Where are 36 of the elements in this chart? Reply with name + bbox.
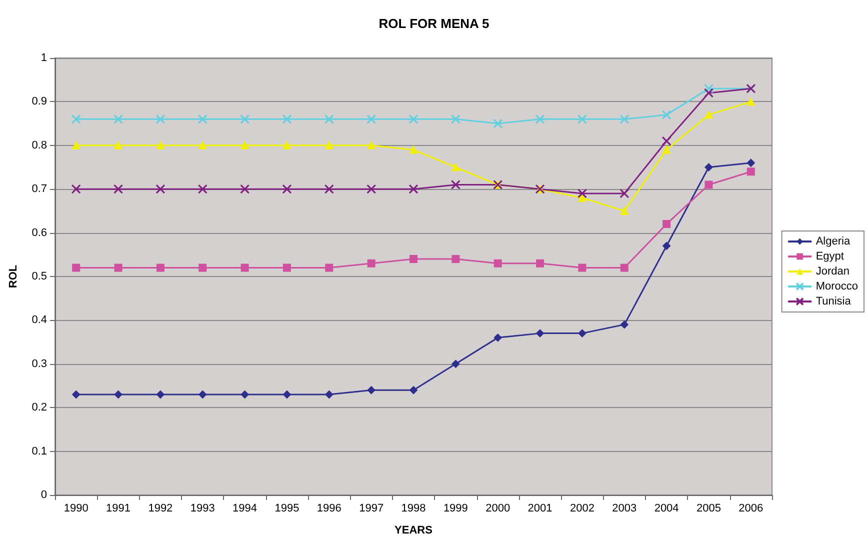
y-tick-label: 0.8 (32, 139, 47, 152)
y-tick-label: 0.6 (32, 226, 47, 239)
y-tick-label: 0.1 (32, 445, 47, 458)
x-tick-label: 2005 (696, 502, 721, 514)
y-tick-label: 0 (40, 489, 47, 501)
x-tick-label: 2003 (612, 502, 637, 514)
y-axis-title: ROL (8, 264, 20, 288)
legend-label: Egypt (816, 250, 844, 262)
x-tick-label: 1998 (401, 502, 426, 514)
x-tick-label: 2004 (654, 502, 679, 514)
x-tick-label: 2001 (528, 502, 552, 514)
y-tick-label: 0.2 (32, 402, 47, 414)
x-tick-label: 1994 (232, 502, 258, 514)
x-tick-label: 2006 (738, 502, 764, 514)
legend-label: Morocco (816, 280, 858, 292)
x-tick-label: 1996 (316, 502, 342, 514)
x-tick-label: 1993 (190, 502, 215, 514)
y-tick-label: 0.9 (32, 96, 47, 108)
x-tick-label: 1992 (148, 502, 173, 514)
x-tick-label: 2000 (486, 502, 510, 514)
x-axis-title: YEARS (394, 524, 432, 536)
y-tick-label: 1 (40, 52, 47, 64)
chart-title: ROL FOR MENA 5 (378, 16, 490, 31)
x-tick-label: 1990 (64, 502, 88, 514)
x-tick-label: 1999 (443, 502, 468, 514)
legend-label: Tunisia (816, 296, 852, 308)
y-tick-label: 0.5 (32, 270, 47, 282)
x-tick-label: 1995 (274, 502, 300, 514)
legend-label: Jordan (816, 266, 850, 278)
x-tick-label: 2002 (570, 502, 594, 514)
y-tick-label: 0.4 (32, 314, 47, 326)
x-tick-label: 1997 (359, 502, 384, 514)
y-tick-label: 0.3 (32, 358, 47, 370)
legend-label: Algeria (816, 236, 851, 248)
x-tick-label: 1991 (106, 502, 131, 514)
y-tick-label: 0.7 (32, 183, 47, 196)
